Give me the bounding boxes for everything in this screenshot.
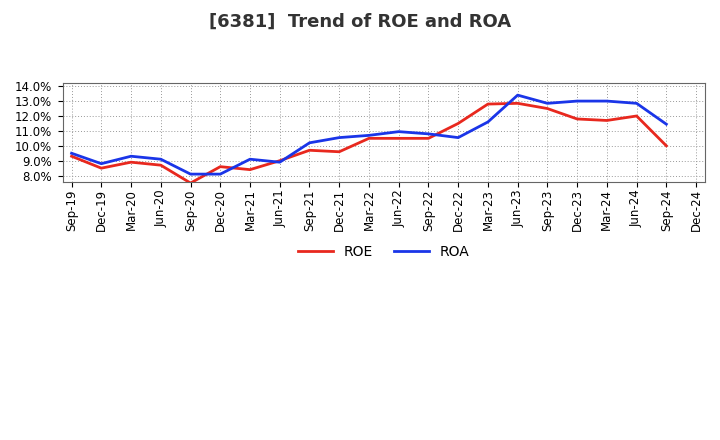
ROE — [67, 154, 76, 159]
ROA — [305, 140, 314, 146]
ROA — [246, 157, 254, 162]
ROA — [543, 101, 552, 106]
ROA — [97, 161, 106, 166]
ROE — [156, 162, 165, 168]
ROE — [335, 149, 343, 154]
ROA — [67, 150, 76, 156]
ROA — [573, 99, 582, 104]
ROA — [364, 133, 373, 138]
ROE — [276, 158, 284, 163]
ROA — [216, 172, 225, 177]
Line: ROE: ROE — [71, 103, 666, 183]
ROE — [186, 180, 195, 186]
ROA — [603, 99, 611, 104]
ROE — [127, 160, 135, 165]
ROA — [186, 172, 195, 177]
ROA — [276, 160, 284, 165]
ROE — [216, 164, 225, 169]
ROE — [662, 143, 670, 148]
ROA — [424, 131, 433, 136]
Text: [6381]  Trend of ROE and ROA: [6381] Trend of ROE and ROA — [209, 13, 511, 31]
ROE — [97, 165, 106, 171]
ROA — [335, 135, 343, 140]
ROE — [364, 136, 373, 141]
ROE — [454, 121, 462, 126]
ROE — [395, 136, 403, 141]
ROE — [573, 116, 582, 121]
ROE — [603, 118, 611, 123]
ROE — [424, 136, 433, 141]
ROA — [484, 119, 492, 125]
ROE — [484, 102, 492, 107]
ROE — [513, 101, 522, 106]
Line: ROA: ROA — [71, 95, 666, 174]
ROE — [305, 148, 314, 153]
ROE — [632, 114, 641, 119]
ROA — [632, 101, 641, 106]
ROE — [246, 167, 254, 172]
ROA — [454, 135, 462, 140]
ROE — [543, 106, 552, 111]
Legend: ROE, ROA: ROE, ROA — [292, 240, 475, 265]
ROA — [156, 157, 165, 162]
ROA — [395, 129, 403, 134]
ROA — [513, 92, 522, 98]
ROA — [127, 154, 135, 159]
ROA — [662, 121, 670, 127]
